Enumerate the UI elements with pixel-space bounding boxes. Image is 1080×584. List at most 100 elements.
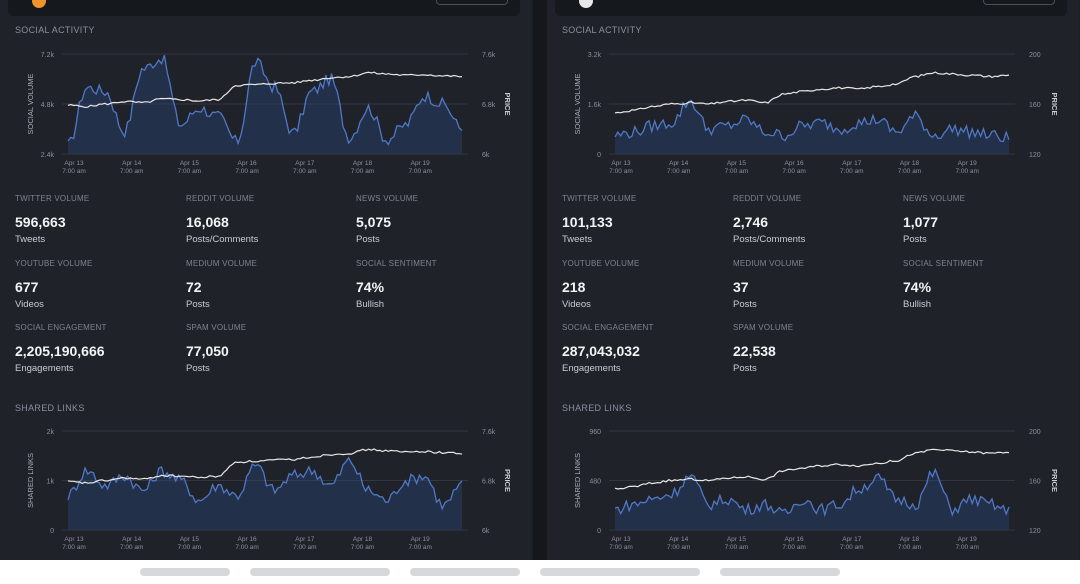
- stat-social-sentiment: SOCIAL SENTIMENT 74% Bullish: [356, 259, 516, 310]
- y2-tick-label: 160: [1029, 479, 1041, 486]
- stat-value: 596,663: [15, 214, 66, 230]
- stat-label: SOCIAL SENTIMENT: [356, 259, 437, 268]
- y2-axis-title: PRICE: [503, 93, 512, 116]
- y-axis-title: SOCIAL VOLUME: [573, 74, 582, 135]
- stat-twitter-volume: TWITTER VOLUME 596,663 Tweets: [15, 194, 175, 245]
- x-tick-time: 7:00 am: [120, 168, 144, 175]
- stat-medium-volume: MEDIUM VOLUME 72 Posts: [186, 259, 346, 310]
- x-tick-date: Apr 15: [727, 160, 747, 167]
- x-tick-date: Apr 18: [900, 160, 920, 167]
- shared-links-chart: 960 200 480 160 0 120 SHARED LINKS PRICE Apr 13 7…: [547, 419, 1079, 560]
- volume-series-line: [614, 99, 1010, 143]
- header-action-button[interactable]: [983, 0, 1055, 5]
- x-tick-time: 7:00 am: [120, 544, 144, 551]
- y-tick-label: 2.4k: [41, 152, 55, 159]
- x-tick-time: 7:00 am: [725, 168, 749, 175]
- x-tick-time: 7:00 am: [725, 544, 749, 551]
- stat-value: 16,068: [186, 214, 229, 230]
- stat-unit: Tweets: [15, 234, 46, 245]
- stat-twitter-volume: TWITTER VOLUME 101,133 Tweets: [562, 194, 722, 245]
- stat-spam-volume: SPAM VOLUME 22,538 Posts: [733, 323, 893, 374]
- footer-text-blur: [720, 568, 840, 576]
- header-action-button[interactable]: [436, 0, 508, 5]
- stat-unit: Videos: [562, 299, 591, 310]
- social-activity-title: SOCIAL ACTIVITY: [15, 25, 95, 35]
- stat-unit: Bullish: [356, 299, 384, 310]
- x-tick-date: Apr 16: [238, 536, 258, 543]
- stat-label: SOCIAL SENTIMENT: [903, 259, 984, 268]
- x-tick-time: 7:00 am: [408, 544, 432, 551]
- stat-label: REDDIT VOLUME: [733, 194, 802, 203]
- x-tick-date: Apr 13: [64, 536, 84, 543]
- volume-series-line: [67, 456, 463, 511]
- x-tick-time: 7:00 am: [667, 168, 691, 175]
- stat-label: TWITTER VOLUME: [562, 194, 637, 203]
- y-tick-label: 0: [50, 528, 54, 535]
- white-coin-icon: [579, 0, 593, 8]
- price-series-line: [614, 448, 1010, 490]
- stat-label: NEWS VOLUME: [903, 194, 966, 203]
- x-tick-date: Apr 19: [958, 536, 978, 543]
- x-tick-time: 7:00 am: [178, 544, 202, 551]
- y2-axis-title: PRICE: [1050, 93, 1059, 116]
- stat-unit: Posts: [733, 363, 757, 374]
- x-tick-time: 7:00 am: [408, 168, 432, 175]
- social-activity-chart: 7.2k 7.6k 4.8k 6.8k 2.4k 6k SOCIAL VOLUME PRICE…: [0, 42, 532, 184]
- stat-label: SPAM VOLUME: [733, 323, 794, 332]
- x-tick-time: 7:00 am: [840, 544, 864, 551]
- volume-series-line: [67, 54, 463, 146]
- x-tick-date: Apr 15: [180, 536, 200, 543]
- stat-label: REDDIT VOLUME: [186, 194, 255, 203]
- y-tick-label: 0: [597, 528, 601, 535]
- y2-tick-label: 6.8k: [482, 479, 496, 486]
- stat-value: 74%: [903, 279, 932, 295]
- shared-links-chart: 2k 7.6k 1k 6.8k 0 6k SHARED LINKS PRICE Apr 13 7:…: [0, 419, 532, 560]
- coin-header-bar: [555, 0, 1067, 16]
- stat-unit: Posts: [186, 299, 210, 310]
- x-tick-date: Apr 18: [353, 536, 373, 543]
- x-tick-time: 7:00 am: [898, 544, 922, 551]
- x-tick-time: 7:00 am: [840, 168, 864, 175]
- y2-tick-label: 6.8k: [482, 102, 496, 109]
- shared-links-title: SHARED LINKS: [562, 403, 632, 413]
- y2-tick-label: 6k: [482, 152, 490, 159]
- footer-text-blur: [140, 568, 230, 576]
- x-tick-time: 7:00 am: [293, 544, 317, 551]
- price-series-line: [67, 448, 463, 485]
- stat-label: SOCIAL ENGAGEMENT: [562, 323, 654, 332]
- x-tick-date: Apr 19: [411, 160, 431, 167]
- stat-unit: Engagements: [562, 363, 621, 374]
- x-tick-time: 7:00 am: [235, 168, 259, 175]
- stat-value: 5,075: [356, 214, 392, 230]
- y-tick-label: 4.8k: [41, 102, 55, 109]
- price-series-line: [67, 71, 463, 109]
- stat-reddit-volume: REDDIT VOLUME 16,068 Posts/Comments: [186, 194, 346, 245]
- stat-reddit-volume: REDDIT VOLUME 2,746 Posts/Comments: [733, 194, 893, 245]
- x-tick-time: 7:00 am: [782, 544, 806, 551]
- stat-unit: Posts: [356, 234, 380, 245]
- stat-medium-volume: MEDIUM VOLUME 37 Posts: [733, 259, 893, 310]
- stat-news-volume: NEWS VOLUME 5,075 Posts: [356, 194, 516, 245]
- x-tick-time: 7:00 am: [178, 168, 202, 175]
- x-tick-time: 7:00 am: [898, 168, 922, 175]
- page-footer: [0, 560, 1080, 584]
- x-tick-date: Apr 16: [785, 536, 805, 543]
- stat-unit: Videos: [15, 299, 44, 310]
- y2-tick-label: 7.6k: [482, 52, 496, 59]
- x-tick-date: Apr 14: [669, 536, 689, 543]
- x-tick-time: 7:00 am: [62, 544, 86, 551]
- stat-value: 72: [186, 279, 202, 295]
- y-axis-title: SHARED LINKS: [26, 453, 35, 508]
- y2-axis-title: PRICE: [1050, 469, 1059, 492]
- stat-social-sentiment: SOCIAL SENTIMENT 74% Bullish: [903, 259, 1063, 310]
- y2-tick-label: 6k: [482, 528, 490, 535]
- stat-value: 77,050: [186, 343, 229, 359]
- y-tick-label: 3.2k: [588, 52, 602, 59]
- x-tick-time: 7:00 am: [235, 544, 259, 551]
- coin-panel-right: SOCIAL ACTIVITY 3.2k 200 1.6k 160 0 120 SOCIAL…: [547, 0, 1079, 560]
- volume-area: [68, 457, 462, 530]
- x-tick-date: Apr 14: [122, 160, 142, 167]
- volume-area: [615, 100, 1009, 154]
- x-tick-date: Apr 14: [122, 536, 142, 543]
